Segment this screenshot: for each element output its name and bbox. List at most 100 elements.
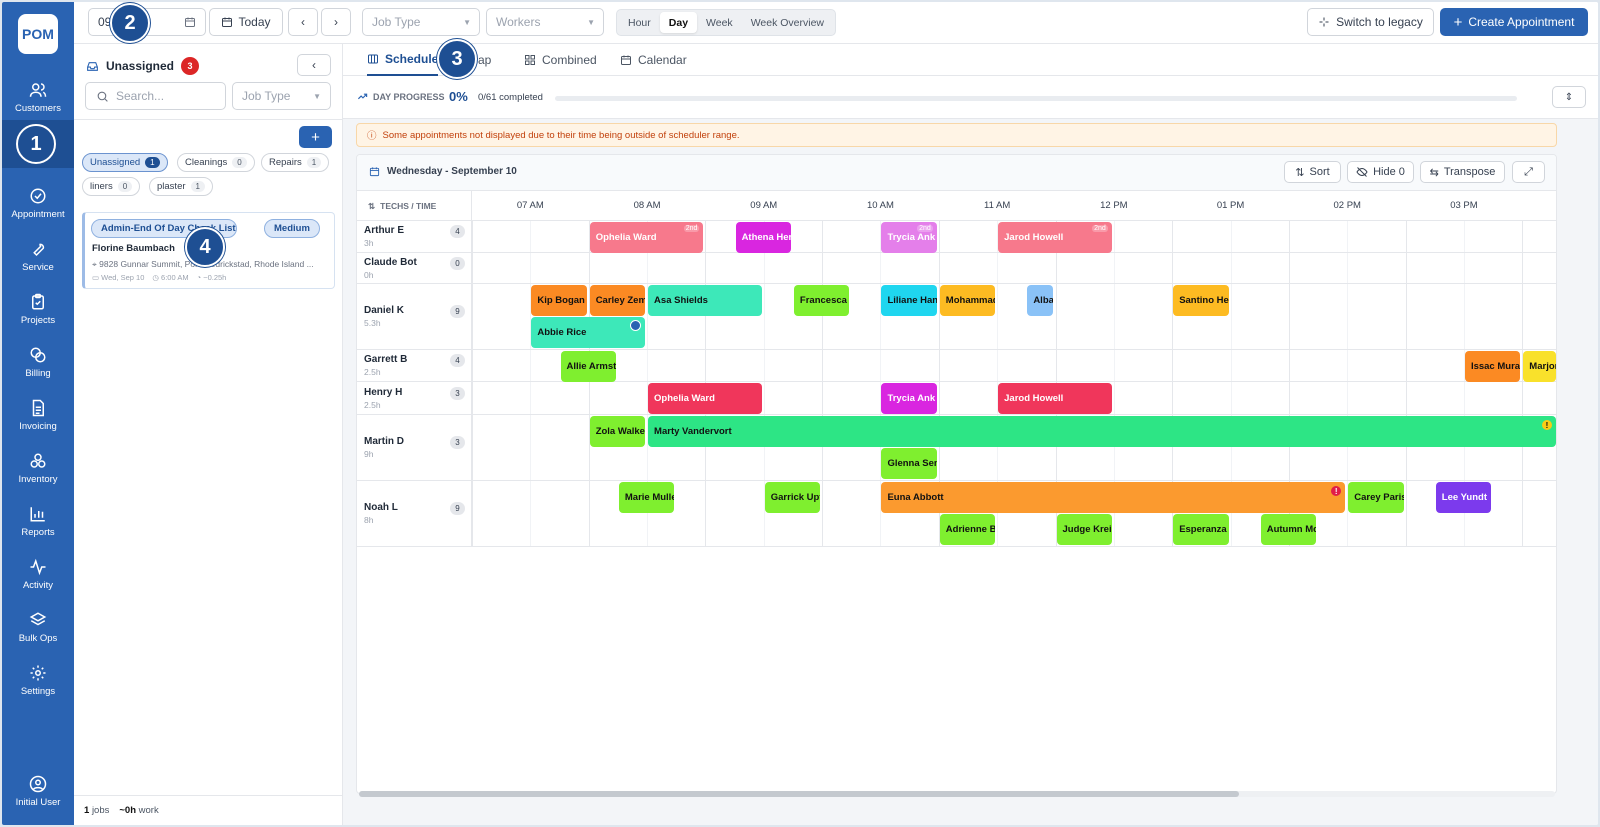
appointment-block[interactable]: Mohammad <box>939 285 996 316</box>
transpose-button[interactable]: ⇆ Transpose <box>1420 161 1505 183</box>
chevron-left-icon: ‹ <box>301 15 305 29</box>
boxes-icon <box>30 453 46 468</box>
calendar-icon <box>621 55 631 65</box>
nav-item-settings[interactable]: Settings <box>2 655 74 705</box>
view-day[interactable]: Day <box>659 12 698 33</box>
appointment-block[interactable]: Ophelia Ward 2nd <box>589 222 704 253</box>
appointment-block[interactable]: Kip Bogan <box>531 285 587 316</box>
appointment-block[interactable]: Carey Paris <box>1348 482 1404 513</box>
appointment-label: Trycia Ank <box>887 393 936 404</box>
nav-item-invoicing[interactable]: Invoicing <box>2 390 74 440</box>
appointment-block[interactable]: Athena Her <box>735 222 791 253</box>
time-gridline <box>1522 481 1524 546</box>
nav-item-inventory[interactable]: Inventory <box>2 443 74 493</box>
tab-combined[interactable]: Combined <box>524 44 597 76</box>
next-day-button[interactable]: › <box>321 8 351 36</box>
appointment-block[interactable]: Judge Krei <box>1056 514 1112 545</box>
filter-chip-unassigned[interactable]: Unassigned 1 <box>82 153 168 172</box>
filter-chip-liners[interactable]: liners 0 <box>82 177 141 196</box>
add-unassigned-button[interactable]: + <box>299 126 332 148</box>
nav-item-bulk-ops[interactable]: Bulk Ops <box>2 602 74 652</box>
tech-cell[interactable]: Daniel K 5.3h 9 <box>357 284 472 349</box>
nav-item-activity[interactable]: Activity <box>2 549 74 599</box>
appointment-block[interactable]: Jarod Howell <box>998 383 1112 414</box>
panel-job-type-select[interactable]: Job Type ▼ <box>232 82 331 110</box>
horizontal-scrollbar[interactable] <box>359 791 1555 797</box>
switch-legacy-button[interactable]: Switch to legacy <box>1307 8 1434 36</box>
view-hour[interactable]: Hour <box>628 16 651 29</box>
nav-item-customers[interactable]: Customers <box>2 72 74 122</box>
appointment-block[interactable]: Abbie Rice <box>531 317 646 348</box>
nav-item-appointment[interactable]: Appointment <box>2 178 74 228</box>
expand-progress-button[interactable]: ⇕ <box>1552 86 1586 108</box>
appointment-block[interactable]: Asa Shields <box>648 285 762 316</box>
appointment-block[interactable]: Trycia Ank <box>881 383 937 414</box>
appointment-block[interactable]: Autumn Mc <box>1260 514 1317 545</box>
tab-schedule[interactable]: Schedule <box>367 44 439 76</box>
appointment-block[interactable]: Allie Armst <box>560 351 616 382</box>
appointment-block[interactable]: Trycia Ank 2nd <box>881 222 937 253</box>
fullscreen-button[interactable]: ⤢ <box>1512 161 1545 183</box>
appointment-block[interactable]: Euna Abbott! <box>881 482 1346 513</box>
time-gridline <box>705 415 707 480</box>
time-gridline <box>1230 350 1232 381</box>
appointment-block[interactable]: Zola Walke <box>589 416 646 447</box>
appointment-block[interactable]: Liliane Han <box>881 285 937 316</box>
hide-button[interactable]: Hide 0 <box>1347 161 1414 183</box>
app-logo[interactable]: POM <box>18 14 58 54</box>
job-meta: ▭ Wed, Sep 10 ◷ 6:00 AM ◔ ~0.25h <box>92 273 226 282</box>
nav-item-billing[interactable]: Billing <box>2 337 74 387</box>
appointment-block[interactable]: Carley Zem <box>589 285 646 316</box>
view-week-overview[interactable]: Week Overview <box>750 16 825 29</box>
view-week[interactable]: Week <box>706 16 733 29</box>
collapse-panel-button[interactable]: ‹ <box>297 54 331 76</box>
appointment-block[interactable]: Jarod Howell 2nd <box>998 222 1112 253</box>
tech-cell[interactable]: Garrett B 2.5h 4 <box>357 350 472 381</box>
nav-item-projects[interactable]: Projects <box>2 284 74 334</box>
tech-cell[interactable]: Claude Bot 0h 0 <box>357 253 472 283</box>
scrollbar-thumb[interactable] <box>359 791 1239 797</box>
search-input[interactable]: Search... <box>85 82 226 110</box>
appointment-block[interactable]: Lee Yundt <box>1435 482 1492 513</box>
nav-item-reports[interactable]: Reports <box>2 496 74 546</box>
appointment-block[interactable]: Garrick Upt <box>764 482 821 513</box>
tech-cell[interactable]: Noah L 8h 9 <box>357 481 472 546</box>
appointment-block[interactable]: Ophelia Ward <box>648 383 762 414</box>
appointment-block[interactable]: Marie Mulle <box>618 482 675 513</box>
job-type-select[interactable]: Job Type ▼ <box>362 8 480 36</box>
appointment-block[interactable]: Alba <box>1027 285 1054 316</box>
time-gridline <box>1230 221 1232 252</box>
appointment-block[interactable]: Marjory Gri <box>1523 351 1556 382</box>
time-gridline <box>472 415 473 480</box>
workers-select[interactable]: Workers ▼ <box>486 8 604 36</box>
time-gridline <box>1288 221 1290 252</box>
appointment-block[interactable]: Esperanza <box>1173 514 1229 545</box>
tech-hours: 2.5h <box>364 399 381 410</box>
filter-chip-plaster[interactable]: plaster 1 <box>149 177 213 196</box>
appointment-block[interactable]: Francesca I <box>793 285 850 316</box>
caret-down-icon: ▼ <box>313 92 321 101</box>
appointment-block[interactable]: Marty Vandervort! <box>648 416 1556 447</box>
time-gridline <box>472 481 473 546</box>
tech-cell[interactable]: Martin D 9h 3 <box>357 415 472 480</box>
time-gridline <box>880 481 882 546</box>
create-appointment-button[interactable]: + Create Appointment <box>1440 8 1588 36</box>
appointment-block[interactable]: Santino He <box>1173 285 1229 316</box>
today-button[interactable]: Today <box>209 8 283 36</box>
tab-calendar[interactable]: Calendar <box>620 44 687 76</box>
prev-day-button[interactable]: ‹ <box>288 8 318 36</box>
nav-user[interactable]: Initial User <box>2 766 74 816</box>
tech-cell[interactable]: Henry H 2.5h 3 <box>357 382 472 414</box>
time-gridline <box>1288 253 1290 283</box>
filter-chip-cleanings[interactable]: Cleanings 0 <box>177 153 255 172</box>
appointment-block[interactable]: Adrienne B <box>939 514 996 545</box>
appointment-block[interactable]: Glenna Sen <box>881 448 937 479</box>
sort-button[interactable]: ⇅ Sort <box>1284 161 1341 183</box>
filter-chip-repairs[interactable]: Repairs 1 <box>261 153 330 172</box>
appointment-block[interactable]: Issac Mura <box>1464 351 1521 382</box>
customer-name: Florine Baumbach <box>92 243 175 254</box>
tech-cell[interactable]: Arthur E 3h 4 <box>357 221 472 252</box>
time-gridline <box>705 350 707 381</box>
nav-item-service[interactable]: Service <box>2 231 74 281</box>
